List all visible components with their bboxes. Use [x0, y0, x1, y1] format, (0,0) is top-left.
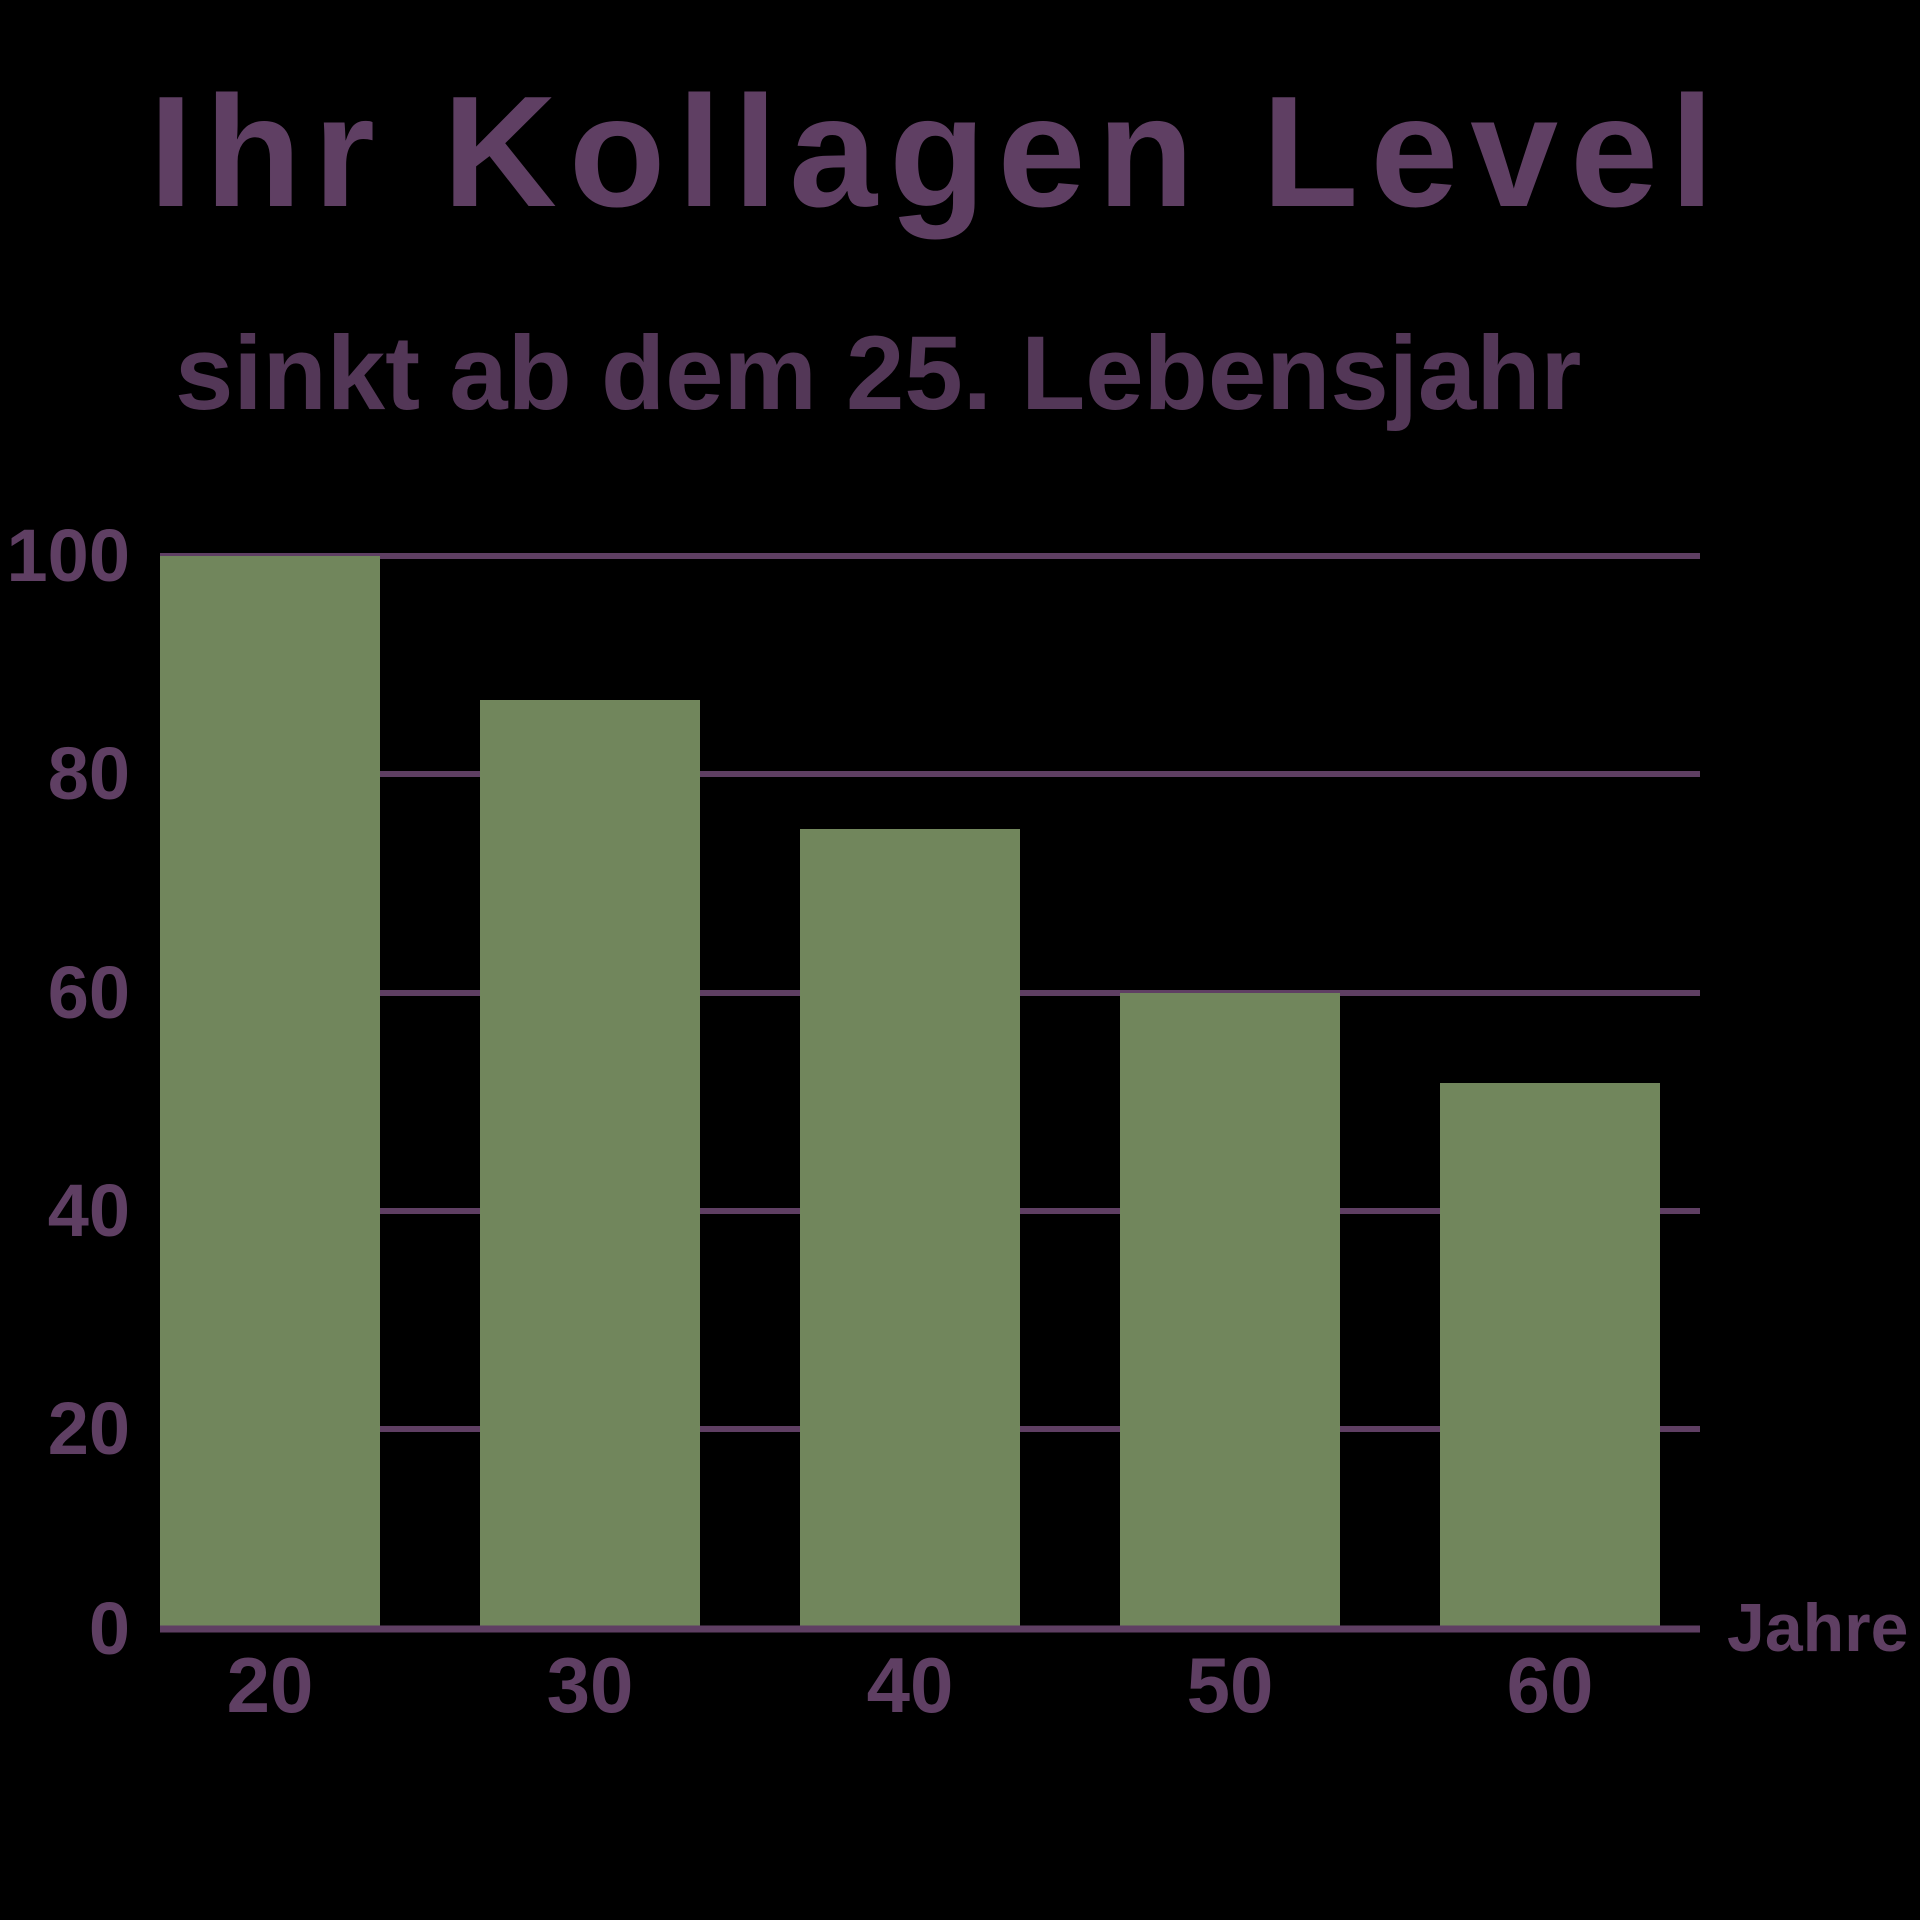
svg-text:20: 20	[227, 1641, 314, 1729]
svg-text:60: 60	[48, 951, 130, 1034]
svg-text:Jahre: Jahre	[1727, 1590, 1908, 1666]
svg-text:30: 30	[547, 1641, 634, 1729]
svg-text:40: 40	[867, 1641, 954, 1729]
svg-text:80: 80	[48, 732, 130, 815]
svg-text:100: 100	[7, 514, 130, 597]
svg-text:0: 0	[89, 1587, 130, 1670]
svg-text:20: 20	[48, 1387, 130, 1470]
svg-text:40: 40	[48, 1169, 130, 1252]
svg-text:50: 50	[1187, 1641, 1274, 1729]
svg-text:60: 60	[1507, 1641, 1594, 1729]
